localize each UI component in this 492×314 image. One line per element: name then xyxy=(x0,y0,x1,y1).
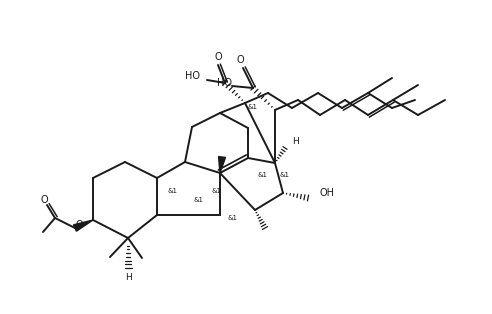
Text: HO: HO xyxy=(217,78,232,88)
Text: &1: &1 xyxy=(248,104,258,110)
Text: &1: &1 xyxy=(258,172,268,178)
Polygon shape xyxy=(218,157,225,173)
Text: H: H xyxy=(292,138,299,147)
Text: O: O xyxy=(75,220,83,230)
Text: O: O xyxy=(214,52,222,62)
Text: H: H xyxy=(124,273,131,283)
Text: HO: HO xyxy=(185,71,200,81)
Text: &1: &1 xyxy=(212,188,222,194)
Text: &1: &1 xyxy=(280,172,290,178)
Text: &1: &1 xyxy=(194,197,204,203)
Polygon shape xyxy=(74,220,93,231)
Text: &1: &1 xyxy=(228,215,238,221)
Text: OH: OH xyxy=(320,188,335,198)
Text: &1: &1 xyxy=(167,188,177,194)
Text: O: O xyxy=(236,55,244,65)
Text: O: O xyxy=(40,195,48,205)
